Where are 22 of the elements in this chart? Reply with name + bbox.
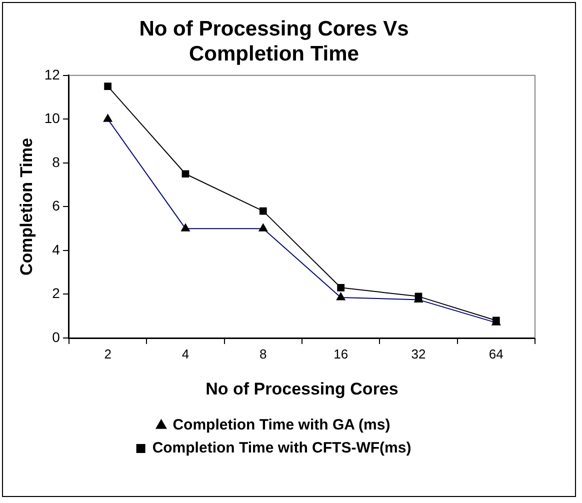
x-tick-label: 8 <box>260 346 267 362</box>
y-axis-title: Completion Time <box>16 138 36 276</box>
legend-label: Completion Time with GA (ms) <box>172 416 390 434</box>
point <box>104 82 112 90</box>
point <box>182 170 190 178</box>
chart-title: No of Processing Cores Vs Completion Time <box>139 17 409 66</box>
x-axis-title: No of Processing Cores <box>206 379 398 398</box>
x-tick-label: 32 <box>411 346 426 362</box>
y-tick-label: 0 <box>52 328 60 345</box>
y-tick-label: 8 <box>52 154 60 170</box>
y-tick-label: 2 <box>52 285 60 302</box>
x-tick-label: 2 <box>104 346 112 362</box>
y-tick-label: 10 <box>44 110 60 126</box>
legend-label: Completion Time with CFTS-WF(ms) <box>152 440 412 457</box>
y-tick-label: 6 <box>52 198 60 214</box>
y-tick-label: 12 <box>44 66 60 82</box>
x-tick-label: 4 <box>182 346 190 362</box>
y-tick-label: 4 <box>52 241 60 258</box>
point <box>259 207 267 215</box>
x-tick-label: 16 <box>334 346 348 362</box>
point <box>337 284 345 292</box>
x-tick-label: 64 <box>488 346 504 362</box>
